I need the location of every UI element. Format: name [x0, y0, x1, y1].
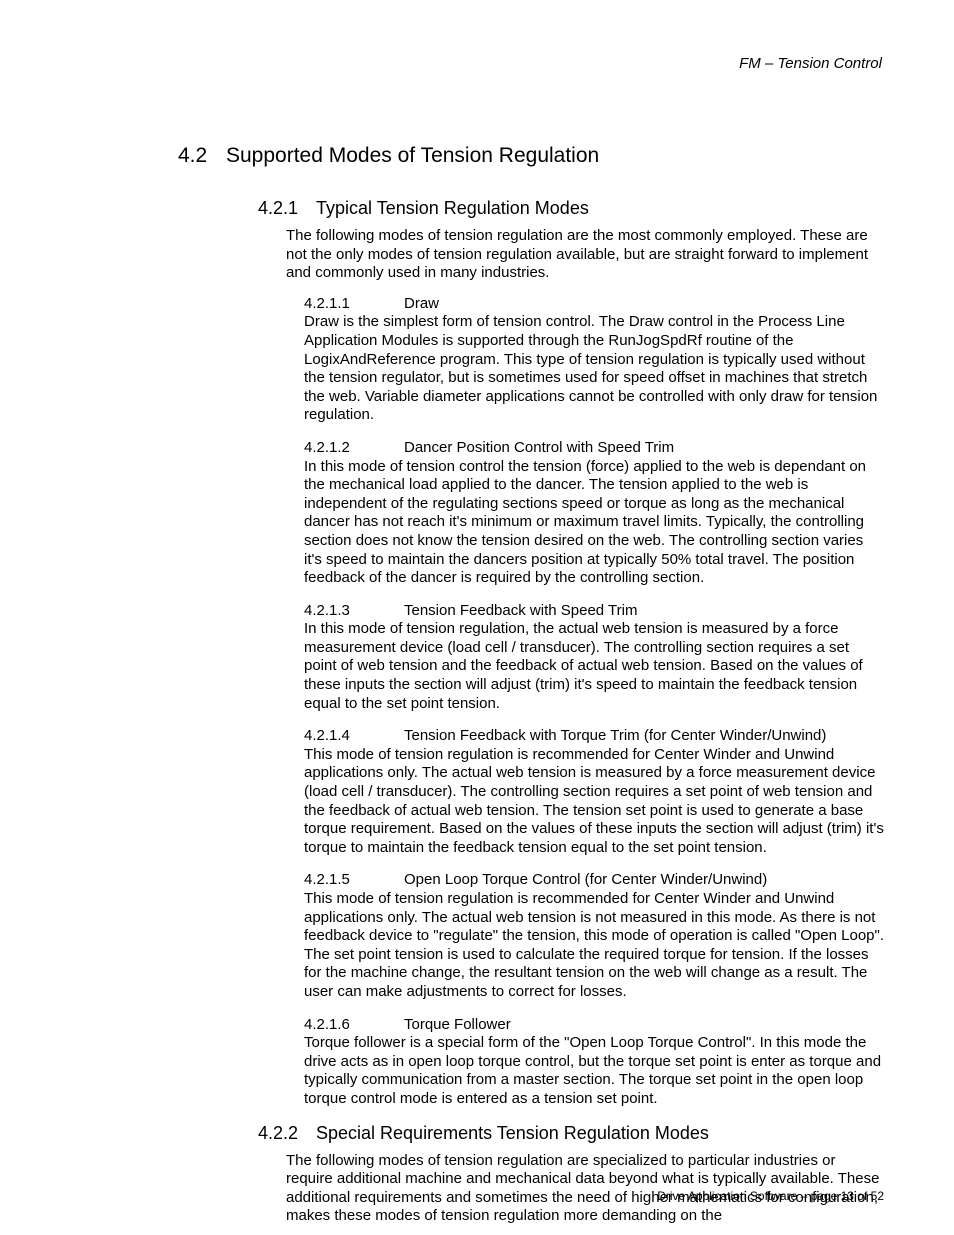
subsection-heading: 4.2.1 Typical Tension Regulation Modes — [258, 198, 884, 219]
subsub-heading: 4.2.1.4Tension Feedback with Torque Trim… — [304, 727, 884, 746]
subsection-number: 4.2.1 — [258, 198, 316, 219]
page-footer: Drive Application Software – page 13 of … — [657, 1189, 884, 1203]
section-heading: 4.2 Supported Modes of Tension Regulatio… — [178, 144, 884, 168]
subsub-body: Draw is the simplest form of tension con… — [304, 313, 884, 425]
subsub-heading: 4.2.1.3Tension Feedback with Speed Trim — [304, 602, 884, 621]
subsection-title: Typical Tension Regulation Modes — [316, 198, 589, 219]
subsub-body: In this mode of tension control the tens… — [304, 458, 884, 588]
subsub-block: 4.2.1.5Open Loop Torque Control (for Cen… — [304, 871, 884, 1001]
subsub-title: Torque Follower — [404, 1016, 511, 1035]
subsub-title: Open Loop Torque Control (for Center Win… — [404, 871, 767, 890]
subsub-body: In this mode of tension regulation, the … — [304, 620, 884, 713]
subsub-number: 4.2.1.5 — [304, 871, 404, 890]
subsub-heading: 4.2.1.1Draw — [304, 295, 884, 314]
subsub-block: 4.2.1.1DrawDraw is the simplest form of … — [304, 295, 884, 425]
subsub-body: This mode of tension regulation is recom… — [304, 890, 884, 1002]
section-title: Supported Modes of Tension Regulation — [226, 144, 599, 168]
subsub-number: 4.2.1.6 — [304, 1016, 404, 1035]
subsub-number: 4.2.1.3 — [304, 602, 404, 621]
subsub-block: 4.2.1.2Dancer Position Control with Spee… — [304, 439, 884, 588]
subsub-number: 4.2.1.2 — [304, 439, 404, 458]
subsub-number: 4.2.1.1 — [304, 295, 404, 314]
subsection-title: Special Requirements Tension Regulation … — [316, 1123, 709, 1144]
subsub-title: Dancer Position Control with Speed Trim — [404, 439, 674, 458]
subsub-heading: 4.2.1.5Open Loop Torque Control (for Cen… — [304, 871, 884, 890]
subsub-heading: 4.2.1.6Torque Follower — [304, 1016, 884, 1035]
subsub-heading: 4.2.1.2Dancer Position Control with Spee… — [304, 439, 884, 458]
subsub-title: Tension Feedback with Torque Trim (for C… — [404, 727, 826, 746]
subsub-title: Tension Feedback with Speed Trim — [404, 602, 637, 621]
subsub-block: 4.2.1.4Tension Feedback with Torque Trim… — [304, 727, 884, 857]
subsection-intro: The following modes of tension regulatio… — [286, 227, 884, 283]
subsub-number: 4.2.1.4 — [304, 727, 404, 746]
subsub-block: 4.2.1.3Tension Feedback with Speed TrimI… — [304, 602, 884, 714]
subsub-title: Draw — [404, 295, 439, 314]
subsection-heading: 4.2.2 Special Requirements Tension Regul… — [258, 1123, 884, 1144]
subsection-number: 4.2.2 — [258, 1123, 316, 1144]
subsub-block: 4.2.1.6Torque FollowerTorque follower is… — [304, 1016, 884, 1109]
page-header: FM – Tension Control — [70, 55, 884, 72]
subsub-body: This mode of tension regulation is recom… — [304, 746, 884, 858]
section-number: 4.2 — [178, 144, 226, 168]
subsub-body: Torque follower is a special form of the… — [304, 1034, 884, 1108]
